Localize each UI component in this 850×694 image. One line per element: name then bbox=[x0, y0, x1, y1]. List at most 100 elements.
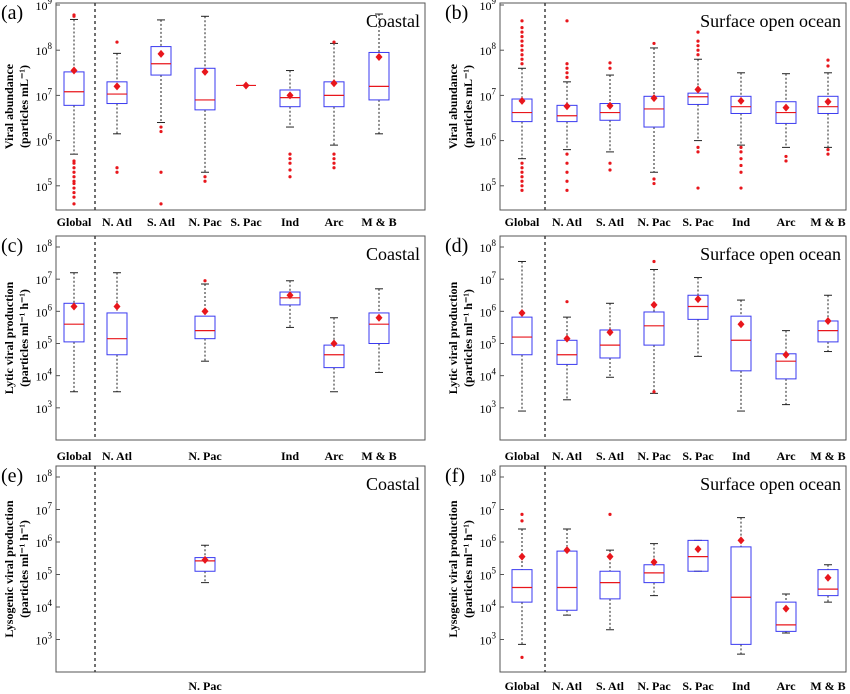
panel-title: Surface open ocean bbox=[700, 474, 841, 494]
y-axis-label: (particles mL⁻¹) bbox=[461, 65, 475, 148]
outlier-point bbox=[565, 300, 569, 304]
category-label: N. Pac bbox=[188, 449, 222, 463]
category-label: M & B bbox=[810, 679, 845, 693]
box-n-atl bbox=[556, 528, 578, 616]
outlier-point bbox=[159, 170, 163, 174]
category-label: Ind bbox=[732, 679, 750, 693]
y-tick-label: 106 bbox=[36, 533, 53, 550]
mean-marker bbox=[650, 300, 658, 309]
outlier-point bbox=[288, 157, 292, 161]
box-m-b bbox=[368, 13, 390, 135]
outlier-point bbox=[288, 175, 292, 179]
y-axis-label: (particles ml⁻¹ h⁻¹) bbox=[461, 289, 475, 387]
y-tick-label: 105 bbox=[36, 335, 53, 352]
mean-marker bbox=[286, 91, 294, 100]
iqr-box bbox=[643, 311, 665, 346]
outlier-point bbox=[520, 166, 524, 170]
category-label: S. Pac bbox=[682, 449, 714, 463]
category-label: S. Atl bbox=[596, 449, 625, 463]
mean-marker bbox=[737, 536, 745, 545]
box-s-pac bbox=[687, 30, 709, 190]
y-tick-label: 107 bbox=[36, 501, 53, 518]
box-n-pac bbox=[643, 543, 665, 597]
category-label: M & B bbox=[810, 215, 845, 229]
outlier-point bbox=[332, 40, 336, 44]
y-tick-label: 108 bbox=[36, 238, 53, 255]
iqr-box bbox=[556, 339, 578, 365]
category-label: S. Atl bbox=[147, 215, 176, 229]
mean-marker bbox=[606, 552, 614, 561]
category-label: M & B bbox=[361, 215, 396, 229]
y-tick-label: 106 bbox=[480, 302, 497, 319]
category-label: M & B bbox=[361, 449, 396, 463]
box-s-atl bbox=[599, 512, 621, 631]
box-global bbox=[511, 260, 533, 412]
y-tick-label: 108 bbox=[36, 41, 53, 58]
outlier-point bbox=[332, 157, 336, 161]
outlier-point bbox=[72, 14, 76, 18]
mean-marker bbox=[650, 558, 658, 567]
outlier-point bbox=[159, 125, 163, 129]
y-tick-label: 108 bbox=[480, 468, 497, 485]
category-label: N. Atl bbox=[102, 449, 133, 463]
category-label: M & B bbox=[810, 449, 845, 463]
box-global bbox=[63, 13, 85, 206]
outlier-point bbox=[565, 170, 569, 174]
outlier-point bbox=[652, 41, 656, 46]
mean-marker bbox=[694, 85, 702, 94]
y-tick-label: 107 bbox=[36, 86, 53, 103]
outlier-point bbox=[520, 48, 524, 52]
iqr-box bbox=[599, 570, 621, 600]
outlier-point bbox=[739, 163, 743, 168]
y-tick-label: 107 bbox=[480, 270, 497, 287]
outlier-point bbox=[115, 40, 119, 44]
panel-d: (d) Surface open ocean Lytic viral product… bbox=[445, 235, 847, 463]
box-n-atl bbox=[556, 300, 578, 401]
iqr-box bbox=[556, 550, 578, 611]
panel-title: Coastal bbox=[366, 244, 420, 264]
y-axis-label: Viral abundance bbox=[446, 63, 460, 149]
y-axis-label: (particles ml⁻¹ h⁻¹) bbox=[17, 289, 31, 387]
outlier-point bbox=[72, 179, 76, 183]
box-n-pac bbox=[643, 259, 665, 394]
category-label: Global bbox=[505, 449, 540, 463]
outlier-point bbox=[826, 58, 830, 62]
box-arc bbox=[323, 317, 345, 393]
mean-marker bbox=[113, 82, 121, 91]
outlier-point bbox=[696, 39, 700, 43]
box-s-atl bbox=[599, 302, 621, 378]
outlier-point bbox=[72, 186, 76, 190]
iqr-box bbox=[368, 312, 390, 345]
outlier-point bbox=[288, 168, 292, 172]
box-ind bbox=[730, 72, 752, 190]
outlier-point bbox=[115, 170, 119, 174]
box-n-atl bbox=[106, 40, 128, 174]
category-label: Arc bbox=[324, 215, 344, 229]
mean-marker bbox=[824, 316, 832, 325]
y-axis-label: (particles mL⁻¹) bbox=[17, 65, 31, 148]
box-n-pac bbox=[194, 15, 216, 183]
mean-marker bbox=[330, 339, 338, 348]
iqr-box bbox=[106, 81, 128, 105]
y-axis-label: (particles ml⁻¹ h⁻¹) bbox=[17, 520, 31, 618]
mean-marker bbox=[286, 291, 294, 300]
category-label: N. Pac bbox=[637, 215, 671, 229]
outlier-point bbox=[739, 157, 743, 161]
category-label: S. Pac bbox=[230, 215, 262, 229]
panel-letter: (b) bbox=[445, 2, 468, 24]
category-label: N. Pac bbox=[188, 215, 222, 229]
box-ind bbox=[279, 70, 301, 179]
box-m-b bbox=[817, 564, 839, 603]
y-axis-label: (particles ml⁻¹ h⁻¹) bbox=[461, 520, 475, 618]
box-s-atl bbox=[599, 61, 621, 172]
outlier-point bbox=[288, 152, 292, 156]
iqr-box bbox=[687, 539, 709, 572]
outlier-point bbox=[332, 161, 336, 165]
category-label: Arc bbox=[776, 449, 796, 463]
outlier-point bbox=[72, 195, 76, 199]
category-label: N. Pac bbox=[188, 679, 222, 693]
panel-letter: (e) bbox=[1, 465, 23, 487]
y-tick-label: 104 bbox=[36, 367, 53, 384]
box-s-pac bbox=[687, 277, 709, 357]
panel-a: (a) Coastal Viral abundance (particles mL⁻¹… bbox=[1, 0, 426, 229]
